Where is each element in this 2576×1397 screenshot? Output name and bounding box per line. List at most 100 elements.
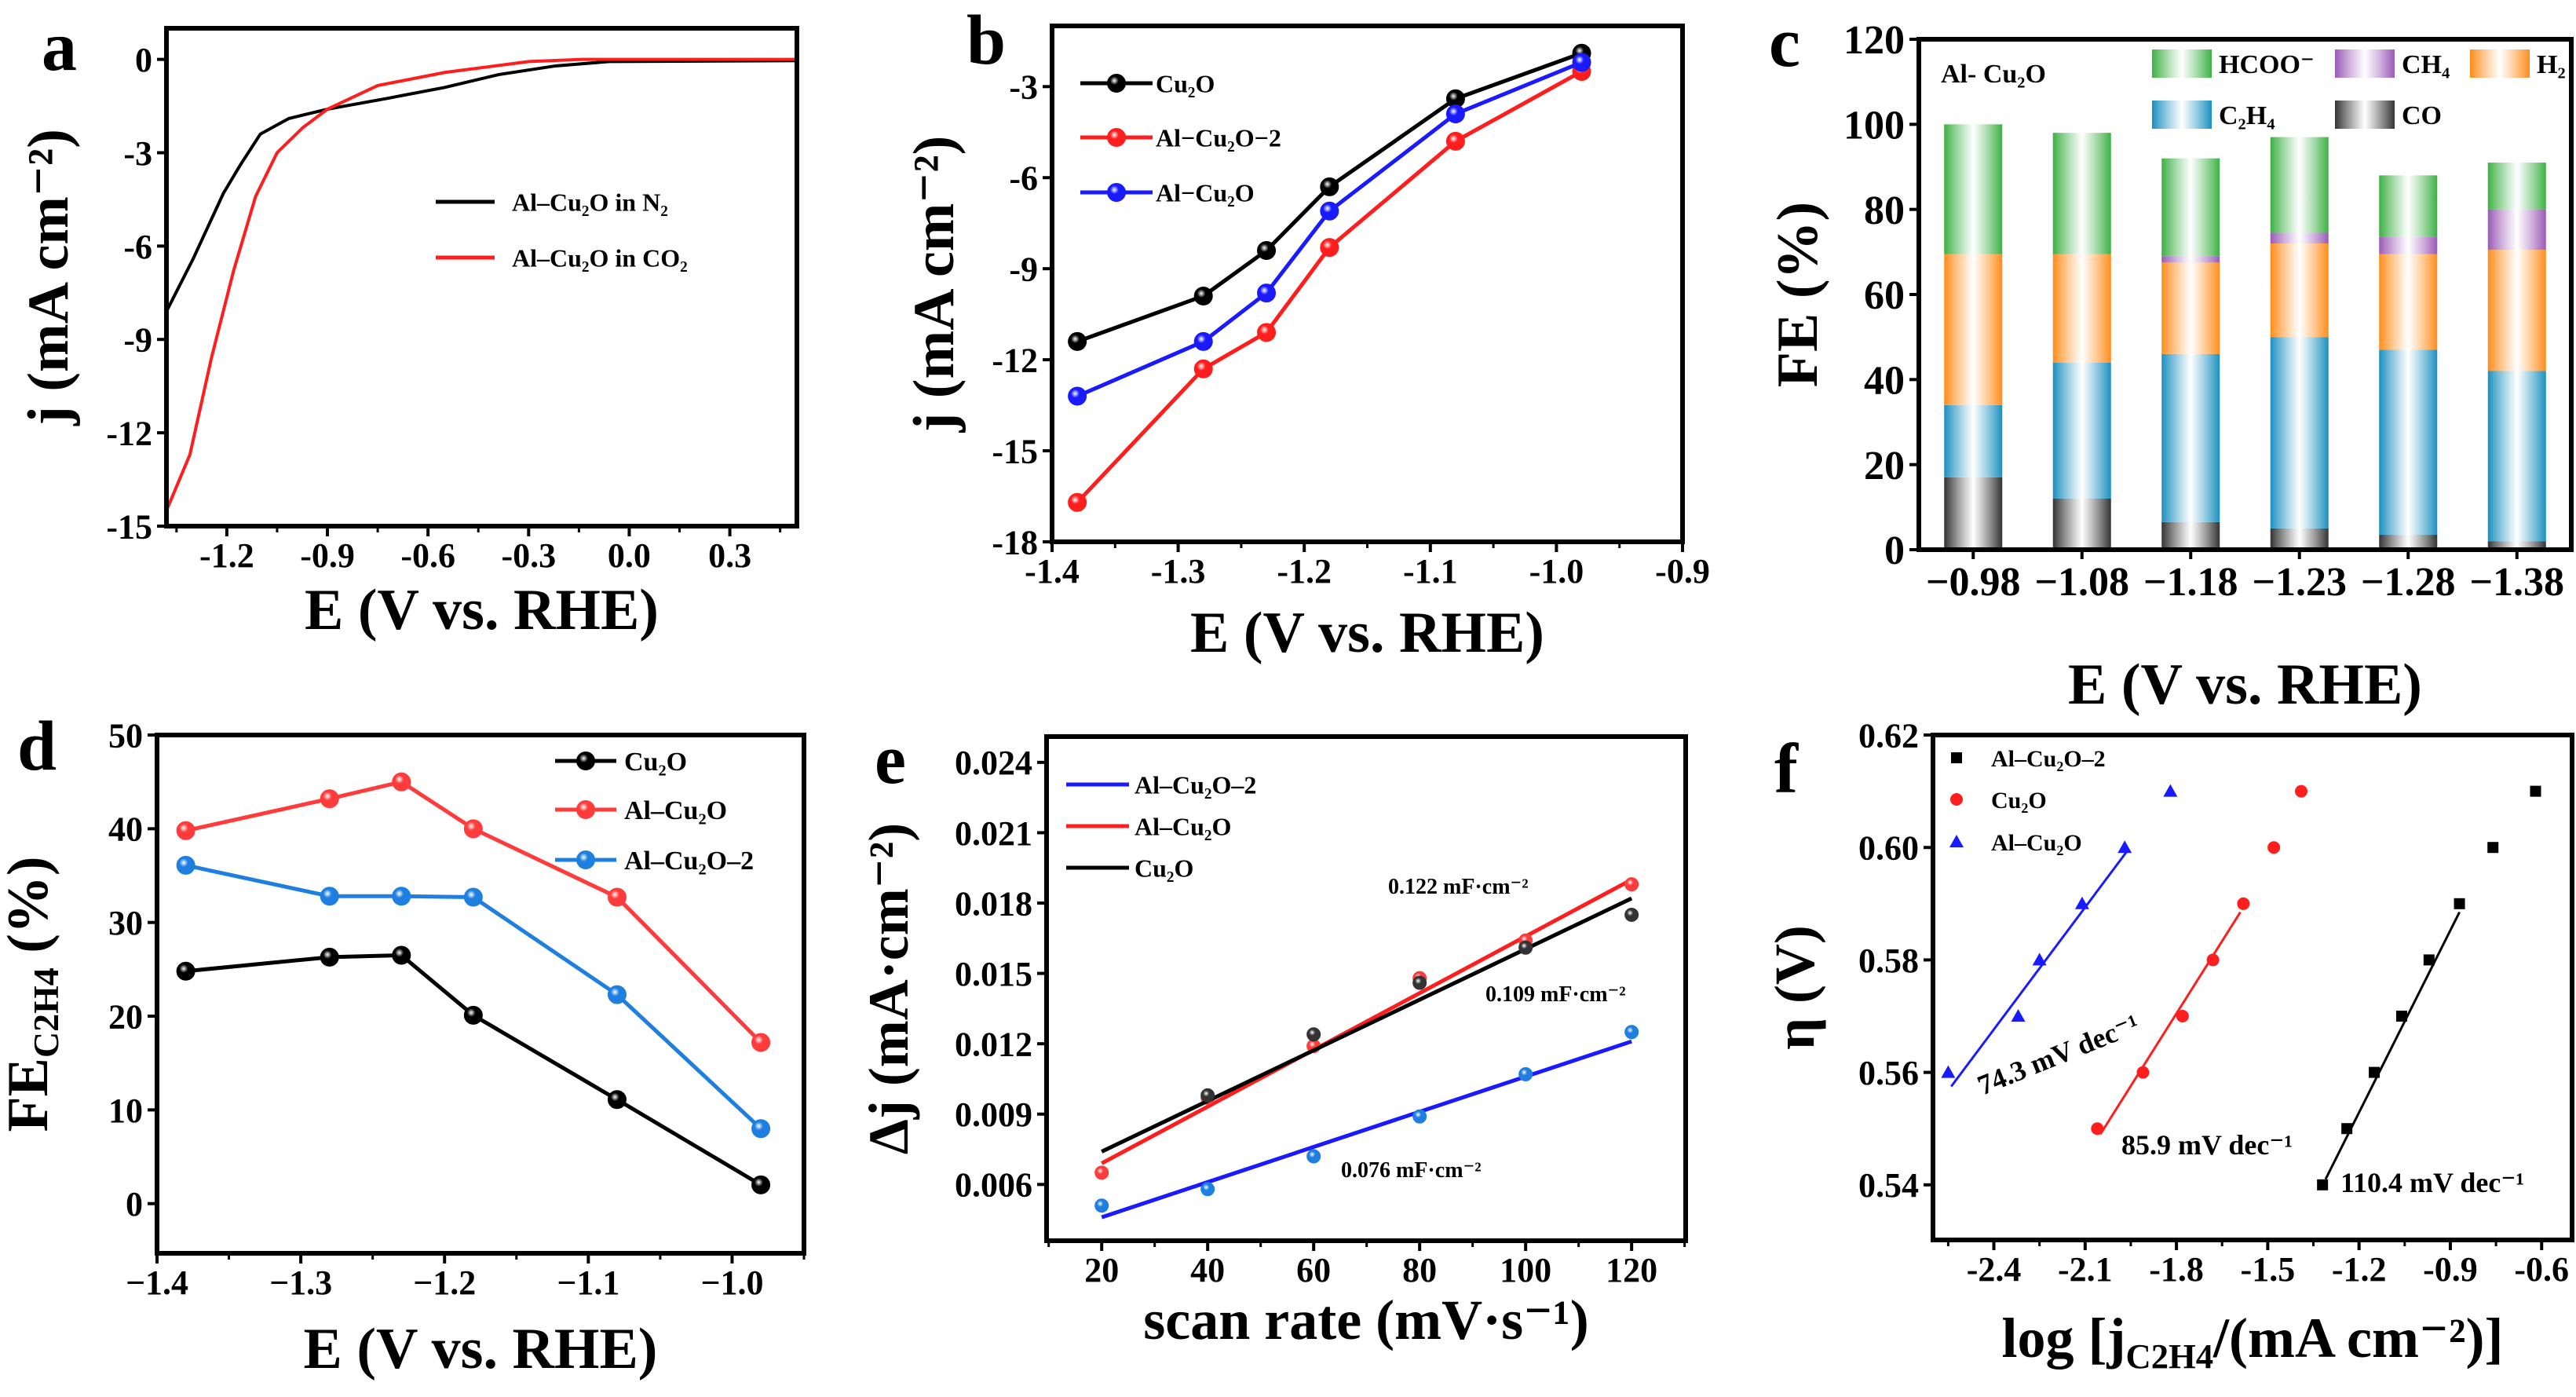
y-tick-label: 0.62 [1858,716,1919,755]
x-axis-label-part: /(mA cm⁻²)] [2212,1307,2503,1370]
x-tick-label: 80 [1402,1251,1437,1289]
x-axis-label: log [jC2H4/(mA cm⁻²)] [2002,1307,2504,1376]
data-point [1518,940,1533,955]
data-point [751,1033,771,1052]
y-tick-label: 50 [108,716,143,755]
y-tick-label: 0 [126,1185,143,1223]
x-tick-label: −1.2 [413,1264,476,1302]
data-point [1320,238,1339,258]
y-tick-label: -15 [992,432,1038,470]
x-tick-label: 20 [1084,1251,1119,1289]
bar-segment-C₂H₄ [2379,349,2438,536]
legend-label: Cu₂O [1991,788,2047,814]
y-tick-label: 20 [1864,444,1905,488]
data-point [1094,1165,1109,1180]
plot-frame [1916,37,2574,552]
legend-label: CO [2402,101,2442,130]
bar-segment-HCOO⁻ [1944,124,2003,254]
x-tick-label: 0.0 [608,536,651,575]
data-point [2317,1179,2329,1190]
legend: Cu₂O Al–Cu₂O Al–Cu₂O–2 [555,748,754,876]
x-axis-label: scan rate (mV·s⁻¹) [1143,1289,1588,1351]
series-line [166,57,797,511]
data-point [607,887,627,907]
plot-area [166,57,797,511]
panel-e: e 20 40 60 80 100 120 0.006 0.009 0.012 0.015 0.018… [857,721,1688,1351]
y-axis-label: Δj (mA·cm⁻²) [857,823,920,1155]
data-point [1200,1088,1215,1103]
panel-c: c −0.98 −1.08 −1.18 −1.23 −1.28 −1.38 0 20 40 60 80… [1766,4,2574,717]
y-tick-label: 30 [108,904,143,942]
x-tick-label: -0.9 [300,536,355,575]
panel-f: f -2.4 -2.1 -1.8 -1.5 -1.2 -0.9 -0.6 0.54 0.56 0.5… [1763,716,2574,1376]
plot-frame [155,733,806,1256]
x-tick-label: -1.8 [2149,1250,2204,1289]
y-tick-label: 0.006 [955,1166,1032,1205]
legend: Al–Cu₂O–2 Al–Cu₂O Cu₂O [1066,771,1256,883]
plot-area [1941,784,2541,1190]
data-point [1200,1182,1215,1197]
data-point [176,855,195,875]
bar-segment-HCOO⁻ [2052,133,2111,254]
y-tick-label: 120 [1843,18,1905,63]
y-tick-label: 0.009 [955,1095,1032,1134]
y-tick-label: 0.018 [955,884,1032,923]
legend-swatch [2152,101,2212,129]
data-point [392,945,411,965]
series-Cu₂O [1101,896,1639,1154]
x-tick-label: -1.5 [2241,1250,2296,1289]
x-tick-label: -0.9 [1655,552,1710,591]
fit-line [1101,1039,1632,1220]
data-point [607,1090,627,1110]
data-point [1412,975,1427,990]
data-point [2341,1123,2353,1135]
bar-segment-C₂H₄ [2161,353,2220,522]
x-axis-label-part: log [j [2002,1307,2126,1370]
x-tick-label: -1.3 [1151,552,1206,591]
data-point [1445,104,1465,124]
series-Al–Cu₂O–2 [1094,1025,1639,1220]
legend-marker [1951,752,1962,763]
series-line [1076,60,1583,398]
data-point [2206,953,2220,967]
data-point [2032,953,2047,966]
y-tick-label: -6 [123,228,152,266]
x-axis-label-part: E (V vs. RHE) [2068,653,2422,717]
x-axis-label: E (V vs. RHE) [1190,601,1544,665]
bar-segment-C₂H₄ [1944,404,2003,477]
legend-label: Al–Cu₂O in N₂ [512,188,668,217]
panel-letter: c [1769,4,1800,82]
series-Al–Cu₂O–2 [176,855,771,1139]
x-tick-label: -1.1 [1403,552,1458,591]
x-tick-label: -2.1 [2058,1250,2113,1289]
x-axis-label-part: scan rate (mV·s⁻¹) [1143,1289,1588,1351]
legend: Al–Cu₂O in N₂ Al–Cu₂O in CO₂ [436,188,688,272]
x-tick-label: 100 [1500,1251,1551,1289]
bar-segment-H₂ [2052,254,2111,363]
y-tick-label: -6 [1009,159,1038,198]
bar-segment-C₂H₄ [2052,362,2111,499]
bar-segment-CO [2161,521,2220,550]
data-point [1320,177,1339,196]
data-point [176,821,195,840]
y-tick-label: -12 [106,415,152,453]
x-tick-label: −0.98 [1926,560,2021,605]
legend: CO C₂H₄ H₂ CH₄ HCOO⁻ [2152,49,2566,130]
legend-marker [1107,183,1126,202]
panel-a: a -1.2 -0.9 -0.6 -0.3 0.0 0.3 0 -3 -6 -9 -12 -15 E (V… [16,8,799,642]
bar-segment-CO [2379,535,2438,550]
data-point [463,887,483,907]
tafel-slope-annotation: 85.9 mV dec⁻¹ [2121,1129,2293,1161]
series-line [1076,69,1583,504]
legend-label: C₂H₄ [2219,101,2275,130]
data-point [320,887,339,906]
y-tick-label: -18 [992,523,1038,561]
x-tick-label: -0.6 [2514,1250,2569,1289]
data-point [1068,386,1087,406]
x-tick-label: 60 [1296,1251,1331,1289]
y-tick-label: 100 [1843,104,1905,148]
bar-segment-C₂H₄ [2270,337,2329,528]
x-axis-label: E (V vs. RHE) [2068,653,2422,717]
